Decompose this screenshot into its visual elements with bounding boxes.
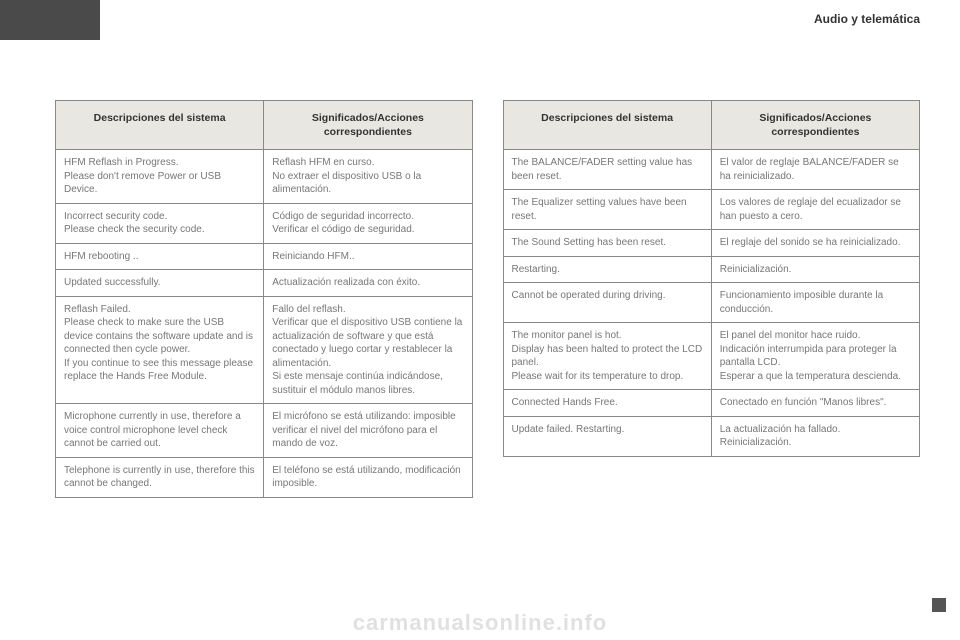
right-column: Descripciones del sistema Significados/A…: [503, 100, 921, 498]
cell: Incorrect security code.Please check the…: [56, 203, 264, 243]
table-row: HFM rebooting ..Reiniciando HFM..: [56, 243, 473, 270]
table-row: Cannot be operated during driving.Funcio…: [503, 283, 920, 323]
right-th-1: Significados/Acciones correspondientes: [711, 101, 919, 150]
cell: El reglaje del sonido se ha reinicializa…: [711, 230, 919, 257]
cell: Actualización realizada con éxito.: [264, 270, 472, 297]
table-row: Microphone currently in use, therefore a…: [56, 404, 473, 458]
page-marker-square: [932, 598, 946, 612]
left-column: Descripciones del sistema Significados/A…: [55, 100, 473, 498]
cell: The Sound Setting has been reset.: [503, 230, 711, 257]
table-row: HFM Reflash in Progress.Please don't rem…: [56, 150, 473, 204]
table-row: The BALANCE/FADER setting value has been…: [503, 150, 920, 190]
cell: HFM rebooting ..: [56, 243, 264, 270]
table-row: Reflash Failed.Please check to make sure…: [56, 296, 473, 404]
cell: Fallo del reflash.Verificar que el dispo…: [264, 296, 472, 404]
cell: El teléfono se está utilizando, modifica…: [264, 457, 472, 497]
cell: HFM Reflash in Progress.Please don't rem…: [56, 150, 264, 204]
cell: El valor de reglaje BALANCE/FADER se ha …: [711, 150, 919, 190]
cell: Telephone is currently in use, therefore…: [56, 457, 264, 497]
cell: The Equalizer setting values have been r…: [503, 190, 711, 230]
cell: Código de seguridad incorrecto.Verificar…: [264, 203, 472, 243]
cell: El micrófono se está utilizando: imposib…: [264, 404, 472, 458]
cell: The monitor panel is hot.Display has bee…: [503, 323, 711, 390]
cell: Reinicialización.: [711, 256, 919, 283]
cell: Reiniciando HFM..: [264, 243, 472, 270]
table-row: Connected Hands Free.Conectado en funció…: [503, 390, 920, 417]
left-table: Descripciones del sistema Significados/A…: [55, 100, 473, 498]
cell: The BALANCE/FADER setting value has been…: [503, 150, 711, 190]
cell: Microphone currently in use, therefore a…: [56, 404, 264, 458]
table-row: The Sound Setting has been reset.El regl…: [503, 230, 920, 257]
cell: Conectado en función "Manos libres".: [711, 390, 919, 417]
cell: Updated successfully.: [56, 270, 264, 297]
cell: Cannot be operated during driving.: [503, 283, 711, 323]
cell: Restarting.: [503, 256, 711, 283]
table-row: Incorrect security code.Please check the…: [56, 203, 473, 243]
left-th-0: Descripciones del sistema: [56, 101, 264, 150]
cell: Reflash Failed.Please check to make sure…: [56, 296, 264, 404]
right-th-0: Descripciones del sistema: [503, 101, 711, 150]
cell: Connected Hands Free.: [503, 390, 711, 417]
top-grey-bar: [0, 0, 100, 40]
section-header: Audio y telemática: [814, 12, 920, 26]
table-row: The monitor panel is hot.Display has bee…: [503, 323, 920, 390]
cell: Funcionamiento imposible durante la cond…: [711, 283, 919, 323]
table-row: The Equalizer setting values have been r…: [503, 190, 920, 230]
right-table: Descripciones del sistema Significados/A…: [503, 100, 921, 457]
cell: Update failed. Restarting.: [503, 416, 711, 456]
cell: El panel del monitor hace ruido.Indicaci…: [711, 323, 919, 390]
cell: Los valores de reglaje del ecualizador s…: [711, 190, 919, 230]
cell: La actualización ha fallado.Reinicializa…: [711, 416, 919, 456]
cell: Reflash HFM en curso.No extraer el dispo…: [264, 150, 472, 204]
watermark-text: carmanualsonline.info: [353, 610, 608, 636]
content-columns: Descripciones del sistema Significados/A…: [55, 100, 920, 498]
table-row: Restarting.Reinicialización.: [503, 256, 920, 283]
left-th-1: Significados/Acciones correspondientes: [264, 101, 472, 150]
table-row: Telephone is currently in use, therefore…: [56, 457, 473, 497]
table-row: Updated successfully.Actualización reali…: [56, 270, 473, 297]
table-row: Update failed. Restarting.La actualizaci…: [503, 416, 920, 456]
